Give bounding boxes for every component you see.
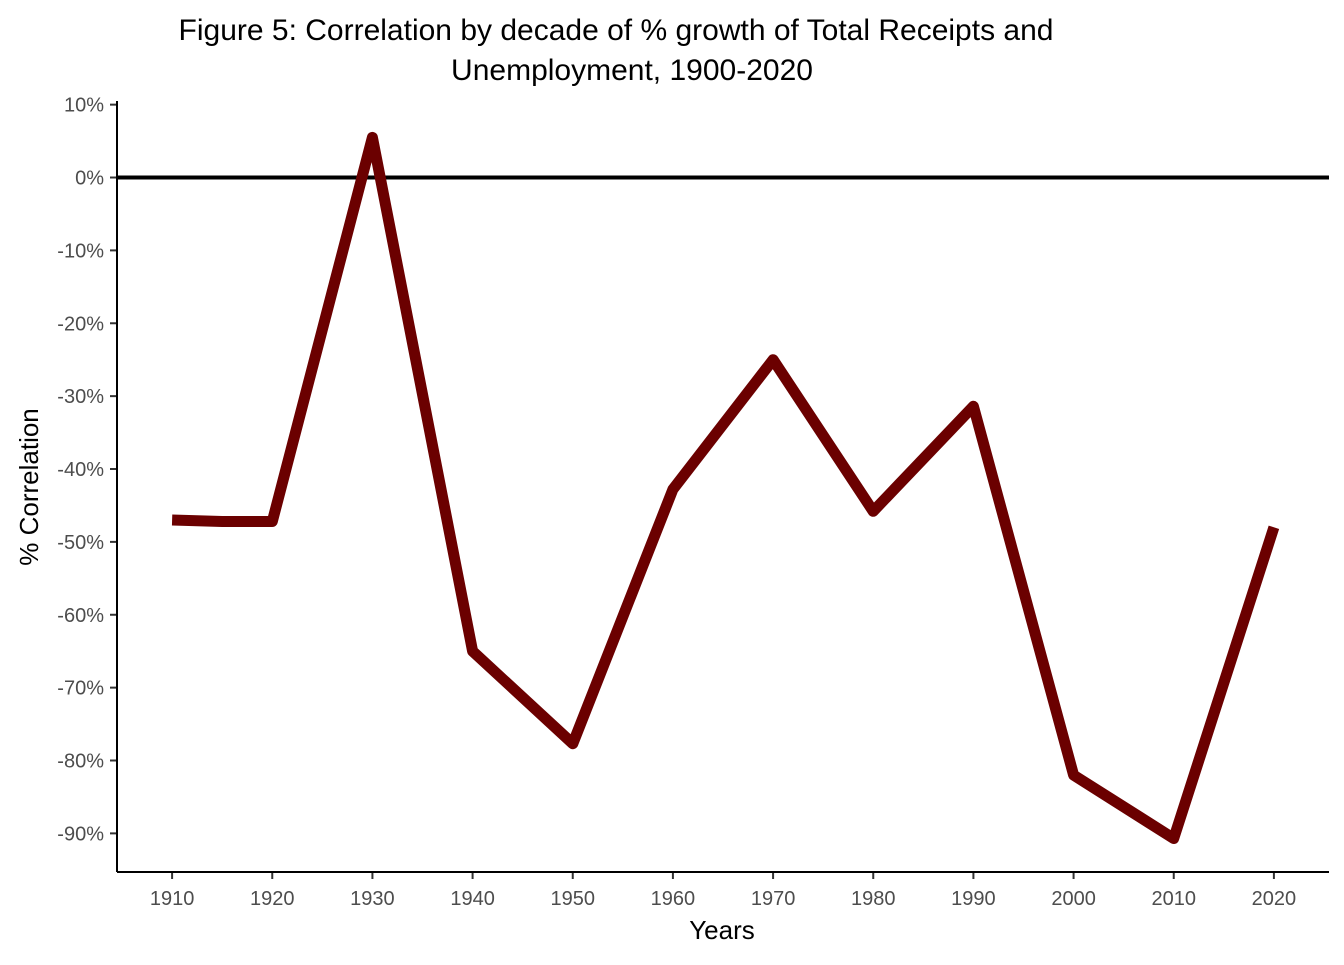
y-tick-label: 0%: [75, 168, 104, 190]
x-tick-label: 1940: [450, 888, 495, 910]
y-tick-label: -30%: [57, 386, 104, 408]
series-line: [171, 131, 1280, 844]
x-axis-title: Years: [689, 915, 755, 945]
y-tick-label: 10%: [64, 95, 104, 117]
y-tick-label: -60%: [57, 605, 104, 627]
y-tick-label: -70%: [57, 678, 104, 700]
x-tick-label: 1950: [551, 888, 596, 910]
y-axis-ticks: 10% 0% -10% -20% -30% -40% -50% -60% -70% -80% -90…: [57, 95, 117, 845]
y-tick-label: -40%: [57, 459, 104, 481]
x-tick-label: 2010: [1151, 888, 1196, 910]
x-tick-label: 2020: [1252, 888, 1297, 910]
x-tick-label: 1930: [350, 888, 395, 910]
y-tick-label: -50%: [57, 532, 104, 554]
y-tick-label: -20%: [57, 313, 104, 335]
x-tick-label: 1970: [751, 888, 796, 910]
x-tick-label: 1960: [651, 888, 696, 910]
chart-title-line-1: Figure 5: Correlation by decade of % gro…: [179, 14, 1054, 47]
series-layer: [171, 131, 1280, 844]
x-tick-label: 1910: [150, 888, 195, 910]
y-tick-label: -90%: [57, 823, 104, 845]
x-tick-label: 1920: [250, 888, 295, 910]
chart-title-line-2: Unemployment, 1900-2020: [451, 54, 813, 87]
x-tick-label: 1980: [851, 888, 896, 910]
y-tick-label: -80%: [57, 751, 104, 773]
y-axis-title: % Correlation: [14, 408, 44, 566]
x-tick-label: 1990: [951, 888, 996, 910]
x-axis-ticks: 1910 1920 1930 1940 1950 1960 1970 1980 1990 2000…: [150, 872, 1296, 910]
x-tick-label: 2000: [1051, 888, 1096, 910]
y-tick-label: -10%: [57, 240, 104, 262]
